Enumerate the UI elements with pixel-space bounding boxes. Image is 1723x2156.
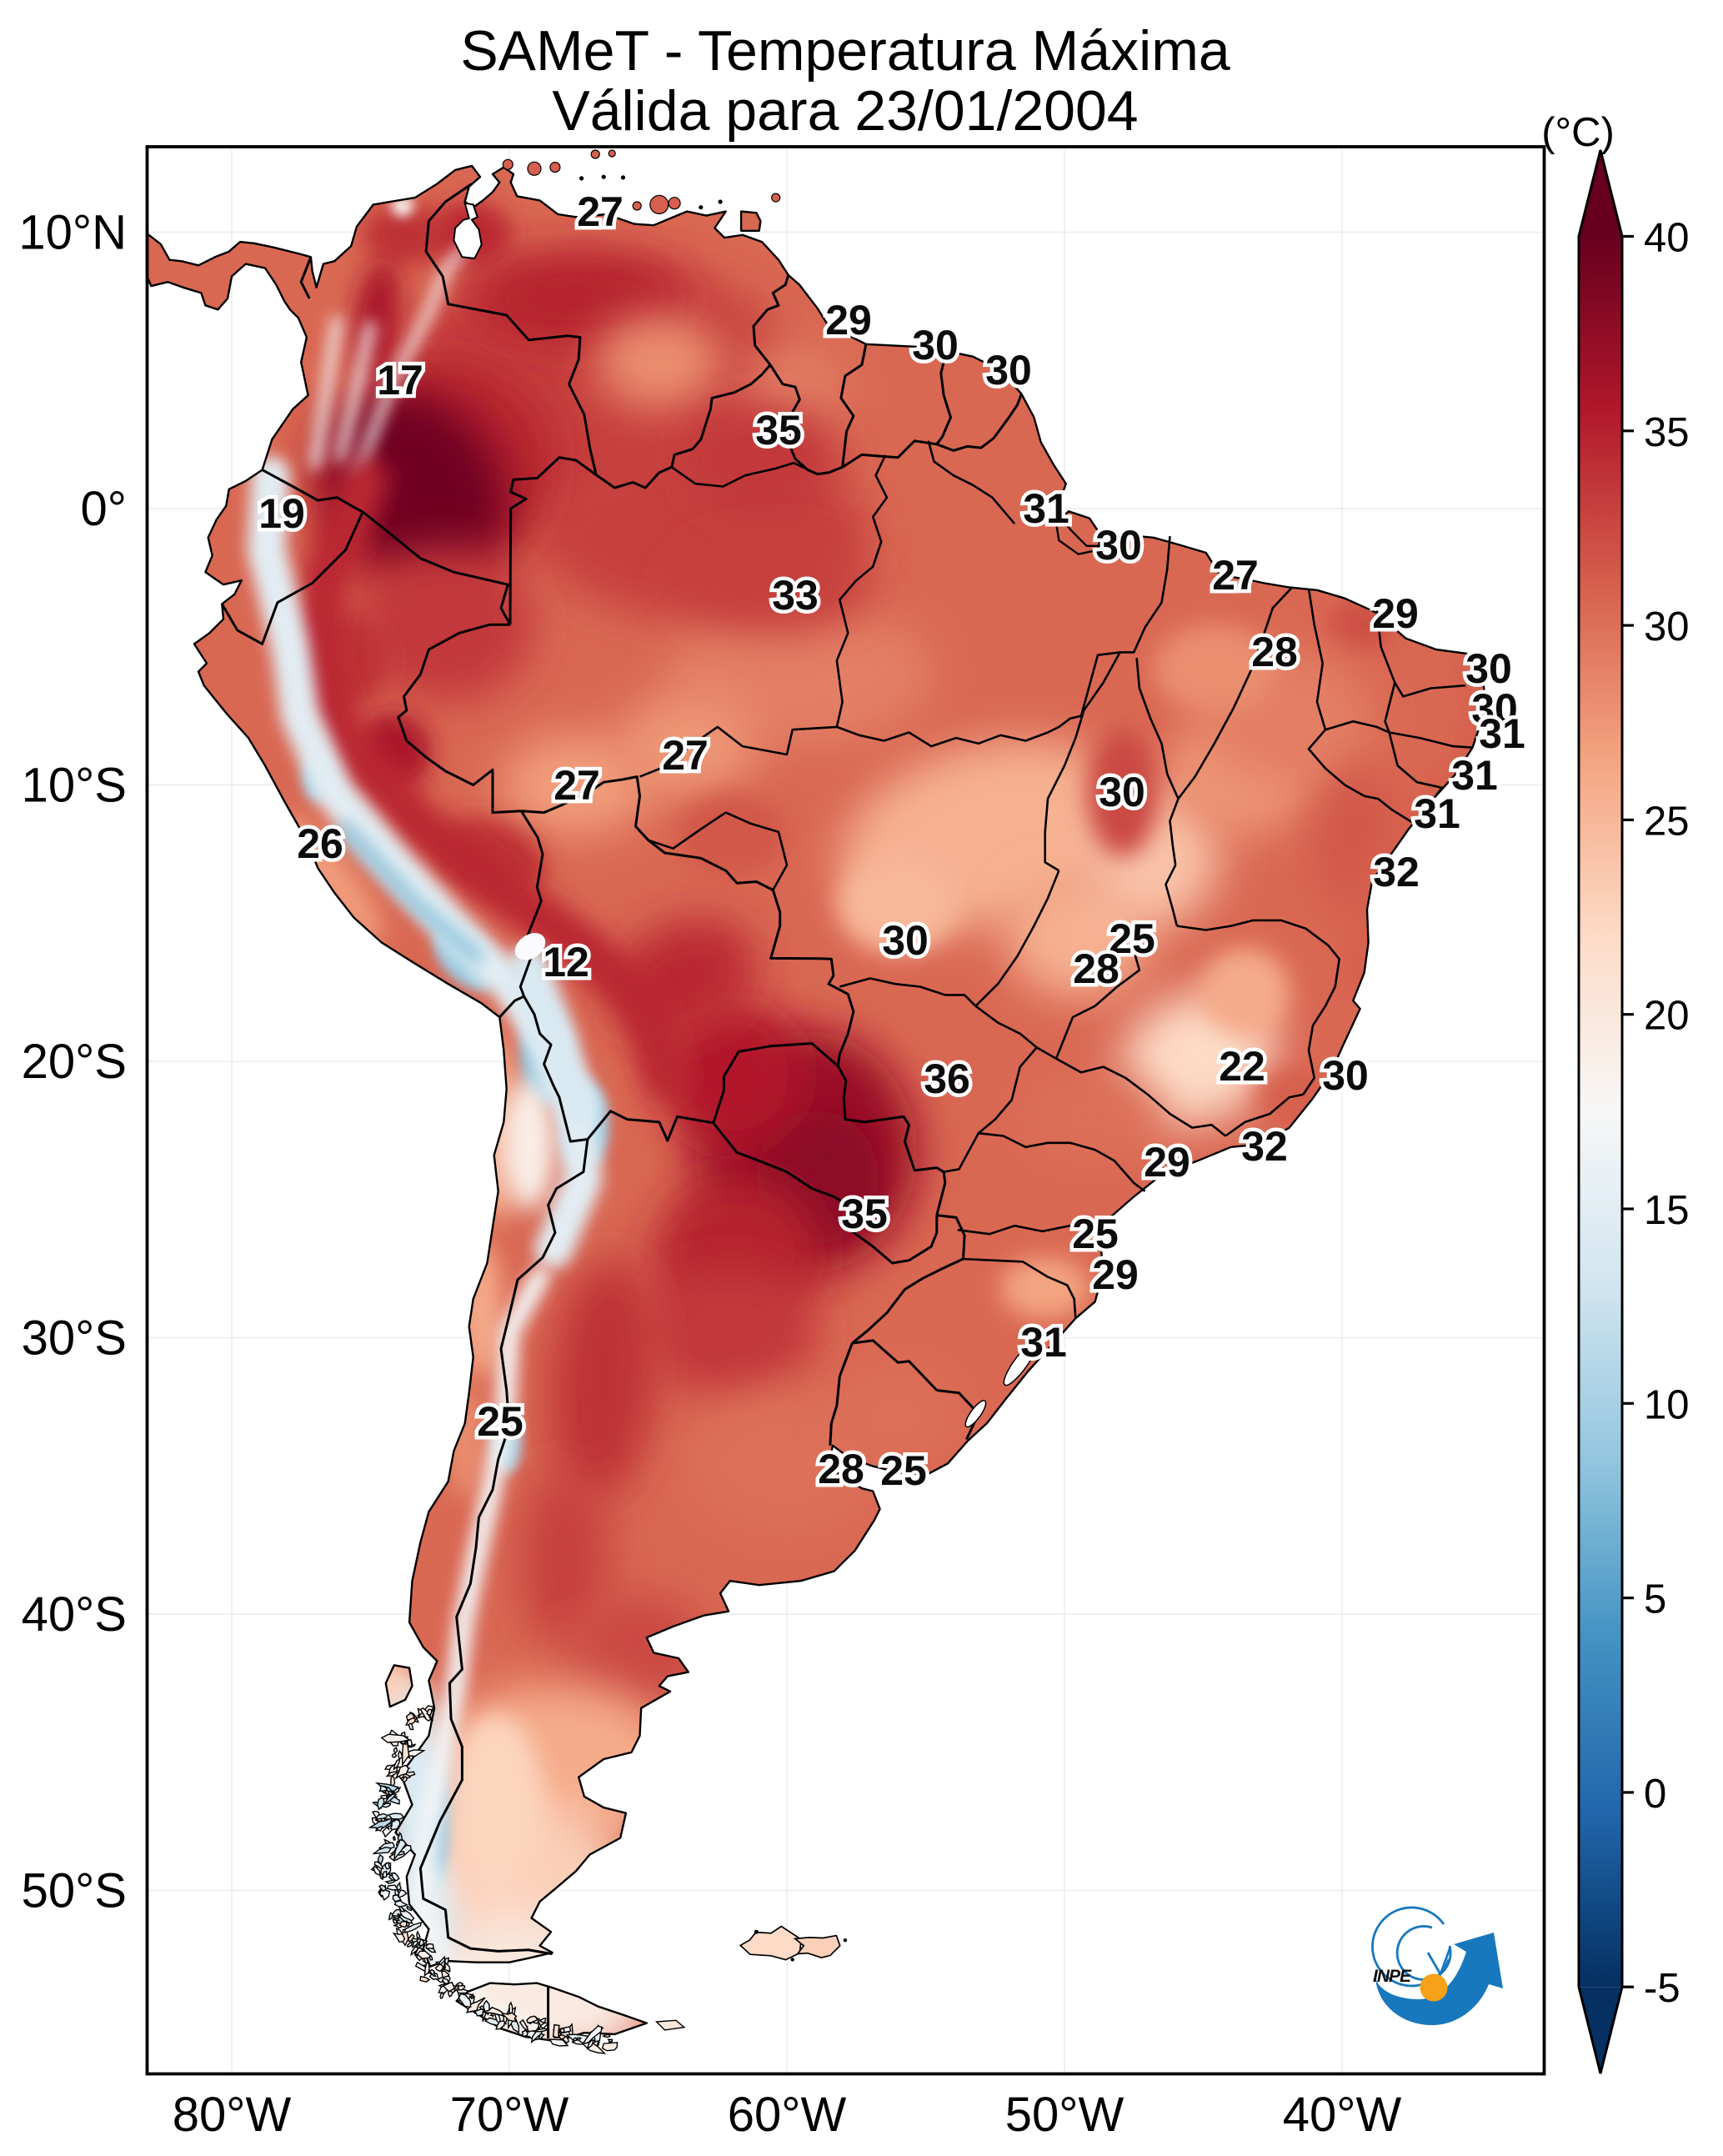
- svg-text:20°S: 20°S: [22, 1035, 127, 1089]
- svg-text:25: 25: [1072, 1211, 1119, 1257]
- svg-text:31: 31: [1414, 790, 1460, 837]
- svg-text:27: 27: [662, 732, 709, 779]
- svg-text:30: 30: [912, 322, 959, 369]
- svg-text:10°S: 10°S: [22, 759, 127, 813]
- svg-text:30: 30: [1099, 769, 1145, 815]
- svg-text:30: 30: [882, 917, 929, 964]
- svg-text:10: 10: [1644, 1382, 1690, 1427]
- svg-text:25: 25: [1644, 799, 1690, 844]
- svg-text:17: 17: [377, 357, 423, 404]
- svg-text:25: 25: [1109, 915, 1155, 962]
- svg-text:70°W: 70°W: [450, 2088, 569, 2142]
- svg-text:36: 36: [924, 1055, 970, 1102]
- svg-text:29: 29: [1372, 590, 1419, 637]
- svg-text:31: 31: [1479, 710, 1525, 757]
- svg-text:22: 22: [1219, 1043, 1265, 1090]
- svg-text:25: 25: [880, 1447, 927, 1494]
- svg-text:32: 32: [1373, 849, 1420, 895]
- svg-text:30°S: 30°S: [22, 1311, 127, 1366]
- svg-text:0: 0: [1644, 1772, 1666, 1817]
- svg-text:30: 30: [1471, 685, 1518, 732]
- svg-text:19: 19: [258, 490, 305, 537]
- svg-text:60°W: 60°W: [728, 2088, 847, 2142]
- svg-text:40°S: 40°S: [22, 1587, 127, 1642]
- svg-text:28: 28: [1251, 629, 1298, 675]
- svg-text:30: 30: [1644, 604, 1690, 649]
- svg-text:Válida para 23/01/2004: Válida para 23/01/2004: [552, 79, 1138, 143]
- svg-text:29: 29: [1092, 1251, 1139, 1298]
- svg-text:(°C): (°C): [1541, 110, 1615, 155]
- svg-text:40: 40: [1644, 216, 1690, 261]
- svg-text:29: 29: [825, 297, 872, 343]
- svg-text:35: 35: [1644, 410, 1690, 455]
- svg-text:30: 30: [985, 347, 1032, 394]
- svg-text:15: 15: [1644, 1188, 1690, 1233]
- svg-text:32: 32: [1241, 1123, 1288, 1170]
- svg-text:27: 27: [577, 188, 624, 235]
- svg-text:80°W: 80°W: [173, 2088, 292, 2142]
- svg-text:12: 12: [543, 939, 589, 985]
- svg-text:INPE: INPE: [1373, 1967, 1412, 1986]
- svg-text:0°: 0°: [81, 482, 127, 536]
- svg-text:27: 27: [1212, 552, 1259, 599]
- svg-text:20: 20: [1644, 994, 1690, 1039]
- svg-text:30: 30: [1322, 1052, 1369, 1099]
- svg-text:SAMeT - Temperatura Máxima: SAMeT - Temperatura Máxima: [460, 19, 1230, 83]
- svg-text:40°W: 40°W: [1283, 2088, 1402, 2142]
- svg-text:28: 28: [1073, 945, 1119, 992]
- svg-text:31: 31: [1020, 1319, 1067, 1366]
- svg-text:-5: -5: [1644, 1966, 1680, 2011]
- svg-text:29: 29: [1144, 1139, 1190, 1186]
- svg-text:27: 27: [553, 762, 600, 809]
- svg-text:26: 26: [297, 820, 343, 867]
- svg-text:28: 28: [818, 1446, 864, 1492]
- svg-text:5: 5: [1644, 1577, 1666, 1622]
- svg-text:31: 31: [1451, 752, 1498, 799]
- svg-text:30: 30: [1465, 645, 1512, 692]
- svg-text:50°W: 50°W: [1005, 2088, 1124, 2142]
- svg-text:25: 25: [477, 1398, 523, 1445]
- svg-text:35: 35: [755, 407, 802, 454]
- svg-text:30: 30: [1095, 522, 1142, 569]
- svg-text:35: 35: [841, 1191, 888, 1237]
- svg-text:31: 31: [1023, 485, 1069, 532]
- svg-text:33: 33: [772, 572, 819, 619]
- svg-text:10°N: 10°N: [18, 206, 127, 260]
- svg-text:50°S: 50°S: [22, 1864, 127, 1918]
